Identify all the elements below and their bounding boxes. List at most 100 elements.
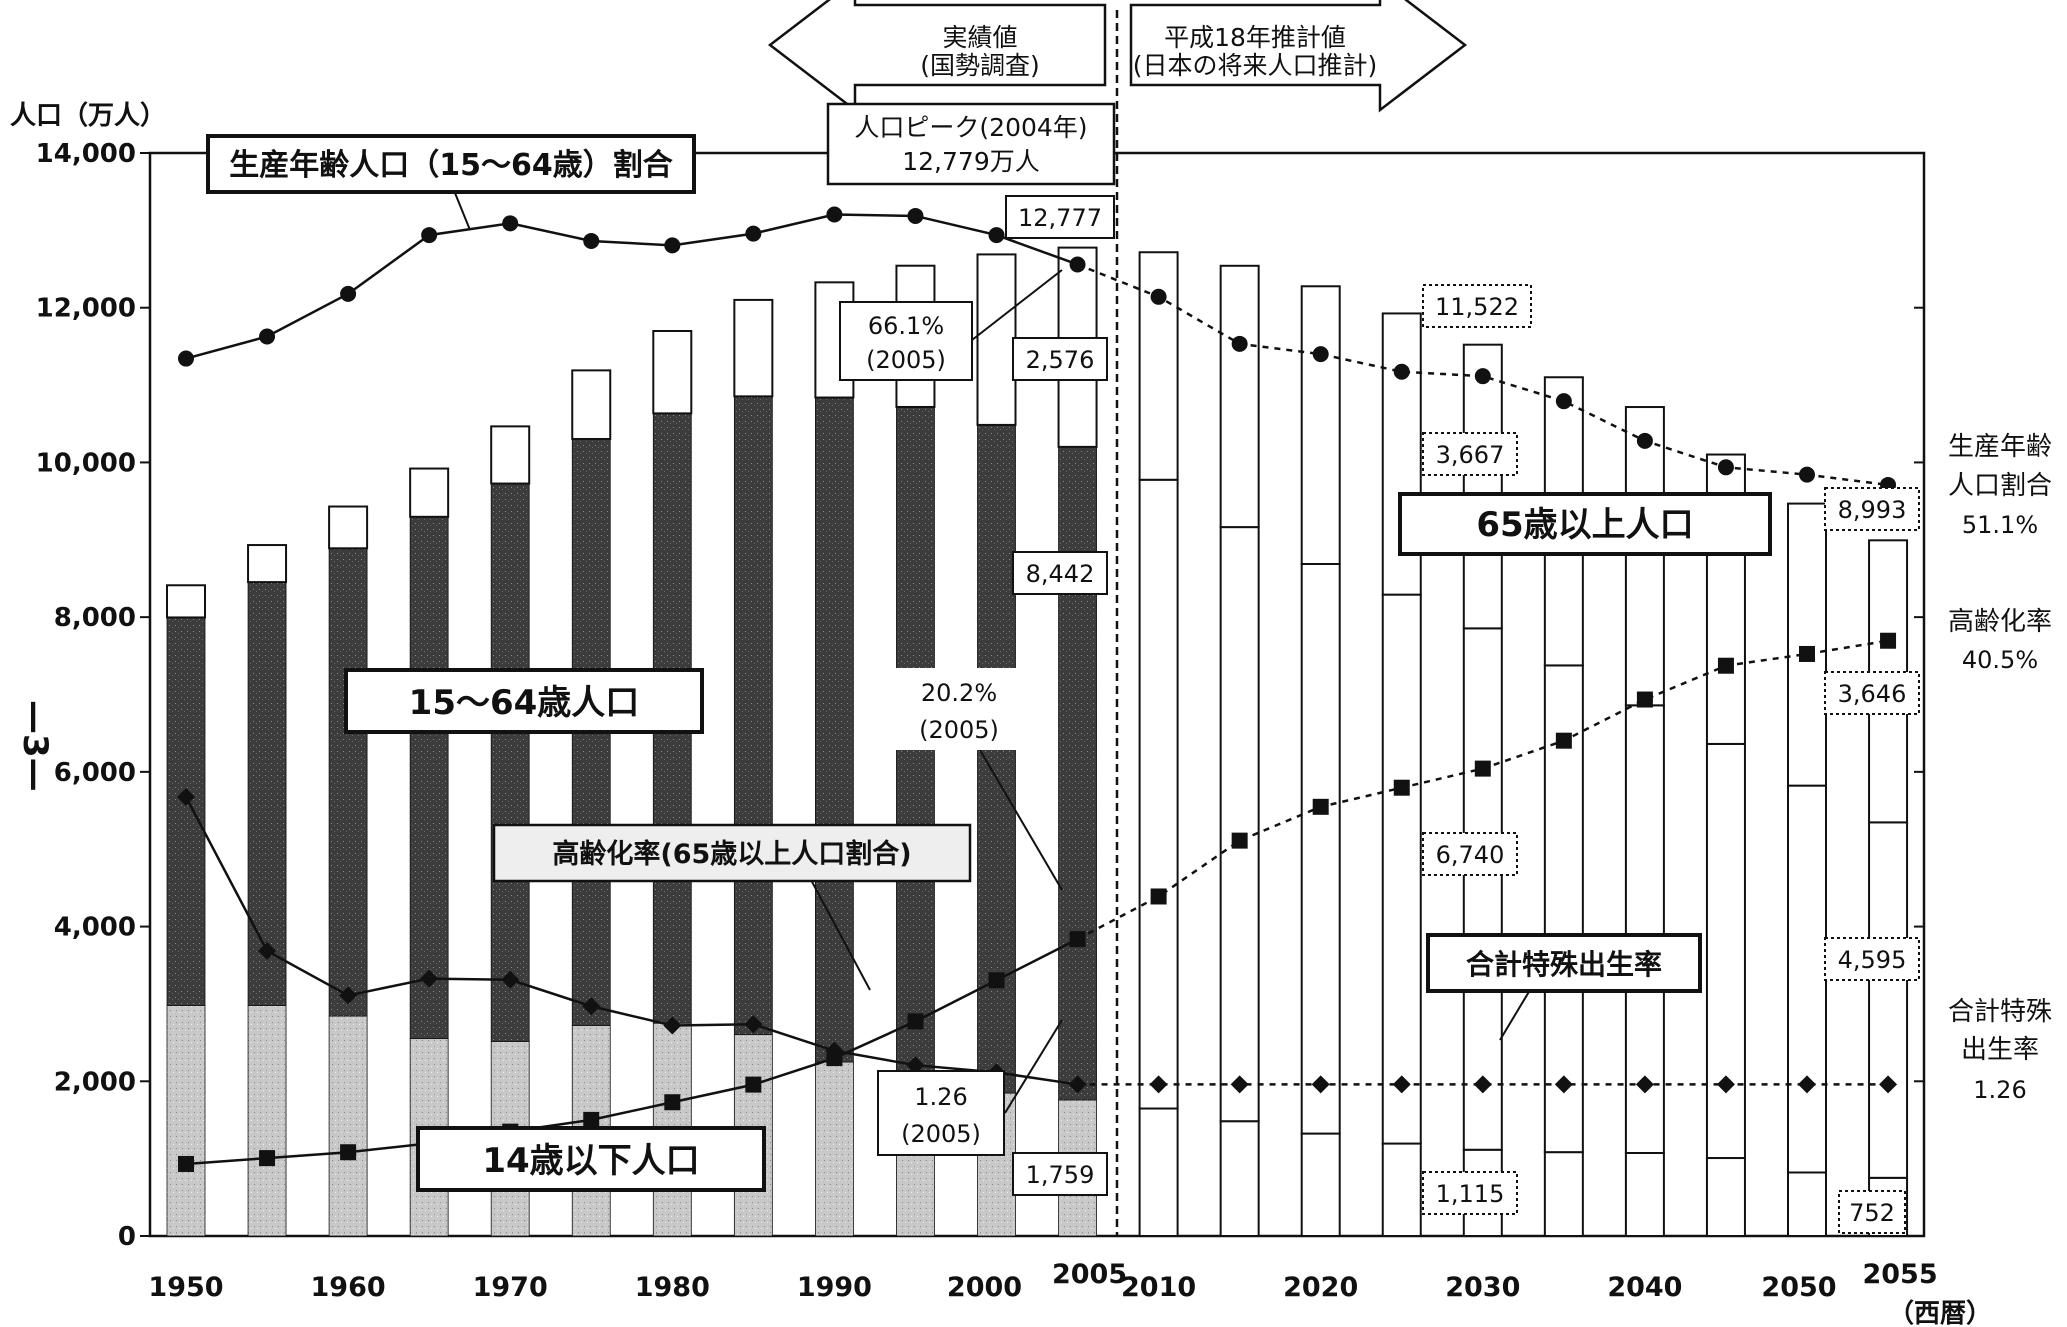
working-ratio-line-point: [583, 232, 600, 249]
bar-age-0-14: [815, 1061, 854, 1237]
actual-period-label-2: (国勢調査): [920, 51, 1040, 80]
c2055-0-14: 752: [1849, 1199, 1895, 1227]
working-ratio-line-point: [745, 225, 762, 242]
fertility-line-point: [258, 941, 277, 960]
fertility-line-point: [906, 1056, 925, 1075]
total-2055-box: [1824, 487, 1920, 531]
x-tick-label: 2020: [1283, 1272, 1358, 1303]
aging-rate-line-point: [664, 1094, 681, 1111]
fert-2005-year: (2005): [901, 1120, 981, 1148]
fertility-line-point: [177, 787, 195, 806]
total-2030: 11,522: [1435, 293, 1519, 321]
label-65-over-text: 65歳以上人口: [1476, 505, 1693, 545]
fert-2005-callout: 1.26 (2005): [877, 1070, 1005, 1156]
fertility-line-point: [1473, 1075, 1492, 1094]
bar-age-0-14: [1543, 1151, 1584, 1238]
fertility-line-point: [1149, 1075, 1168, 1094]
bar-age-65-over: [328, 505, 369, 550]
bar-age-65-over: [1138, 251, 1179, 481]
y-tick-label: 2,000: [54, 1067, 136, 1097]
total-2030-box: [1422, 284, 1532, 328]
bar-age-65-over: [733, 298, 774, 398]
aging-rate-line-point: [1555, 732, 1572, 749]
working-ratio-line-point: [988, 227, 1005, 244]
leader-line: [1499, 989, 1531, 1041]
y-tick-label: 12,000: [36, 294, 136, 324]
x-tick-label: 1990: [797, 1272, 872, 1303]
c2055-0-14-box: [1838, 1190, 1906, 1234]
fertility-line-point: [744, 1015, 763, 1034]
working-ratio-line-point: [1069, 256, 1086, 273]
fertility-line-point: [1554, 1075, 1573, 1094]
bar-age-65-over: [247, 544, 288, 584]
c2005-0-14-box: [1012, 1152, 1108, 1196]
aging-rate-line-point: [259, 1150, 276, 1167]
right-working-1: 生産年齢: [1948, 432, 2052, 462]
fertility-line-point: [339, 986, 358, 1005]
lines-layer: [177, 192, 1898, 1172]
total-2005: 12,777: [1018, 204, 1102, 232]
right-fert-2: 出生率: [1961, 1035, 2039, 1065]
y-tick-label: 8,000: [54, 603, 136, 633]
aging-2005-value: 20.2%: [921, 679, 997, 707]
aging-rate-line-point: [340, 1144, 357, 1161]
aging-rate-line-point: [1799, 645, 1815, 662]
c2005-15-64: 8,442: [1026, 560, 1095, 588]
fertility-line-point: [1230, 1075, 1249, 1094]
bar-age-15-64: [328, 547, 368, 1017]
aging-2005-callout: 20.2% (2005): [893, 668, 1025, 750]
c2055-65-box: [1824, 671, 1920, 715]
aging-rate-line-point: [745, 1076, 762, 1093]
aging-rate-line-point: [1231, 832, 1248, 849]
label-aging-rate-text: 高齢化率(65歳以上人口割合): [552, 838, 911, 870]
c2055-15-64-box: [1824, 937, 1920, 981]
aging-rate-line-point: [988, 972, 1005, 989]
c2005-65-box: [1012, 337, 1108, 381]
fertility-line-point: [1798, 1075, 1816, 1094]
label-fertility-text: 合計特殊出生率: [1466, 948, 1662, 981]
fertility-line-point: [582, 997, 601, 1016]
y-tick-label: 4,000: [54, 913, 136, 943]
working-ratio-line-actual: [185, 213, 1078, 360]
bar-age-0-14: [166, 1005, 206, 1237]
bar-age-15-64: [733, 395, 773, 1036]
bar-age-0-14: [1219, 1120, 1260, 1238]
x-axis-label: （西暦）: [1888, 1299, 1992, 1327]
bar-age-0-14: [1787, 1171, 1827, 1237]
x-tick-label: 2055: [1862, 1259, 1937, 1290]
projection-period-label-1: 平成18年推計値: [1164, 23, 1346, 52]
fertility-line-point: [1068, 1075, 1087, 1094]
aging-rate-line-point: [1150, 888, 1167, 905]
bar-age-65-over: [571, 369, 612, 440]
x-tick-label: 1950: [148, 1272, 223, 1303]
label-working-ratio-text: 生産年齢人口（15〜64歳）割合: [229, 148, 673, 183]
actual-period-label-1: 実績値: [942, 23, 1017, 52]
aging-2005-year: (2005): [919, 716, 999, 744]
bar-age-0-14: [1624, 1151, 1665, 1237]
working-ratio-line-point: [421, 227, 438, 244]
bar-age-15-64: [1462, 627, 1503, 1151]
peak-callout: 人口ピーク(2004年) 12,779万人: [826, 102, 1116, 186]
label-14-under: 14歳以下人口: [416, 1126, 766, 1192]
bar-age-65-over: [490, 425, 531, 485]
fertility-line-point: [663, 1016, 682, 1035]
label-fertility: 合計特殊出生率: [1426, 933, 1702, 993]
c2030-0-14-box: [1422, 1171, 1518, 1215]
working-ratio-line-point: [340, 285, 357, 302]
right-aging-1: 高齢化率: [1948, 607, 2052, 637]
right-working-3: 51.1%: [1962, 511, 2038, 539]
aging-rate-line-point: [907, 1013, 924, 1030]
aging-rate-line-point: [1474, 760, 1491, 777]
ratio-2005-year: (2005): [866, 346, 946, 374]
x-tick-label: 2040: [1607, 1272, 1682, 1303]
label-15-64-text: 15〜64歳人口: [409, 683, 640, 723]
bar-age-15-64: [247, 581, 287, 1006]
bar-age-15-64: [1787, 784, 1827, 1174]
x-tick-label: 1980: [635, 1272, 710, 1303]
working-ratio-line-point: [1636, 432, 1653, 449]
bar-age-0-14: [328, 1015, 368, 1237]
fert-2005-value: 1.26: [914, 1083, 967, 1111]
fertility-line-point: [501, 970, 520, 989]
bar-age-15-64: [815, 397, 854, 1063]
